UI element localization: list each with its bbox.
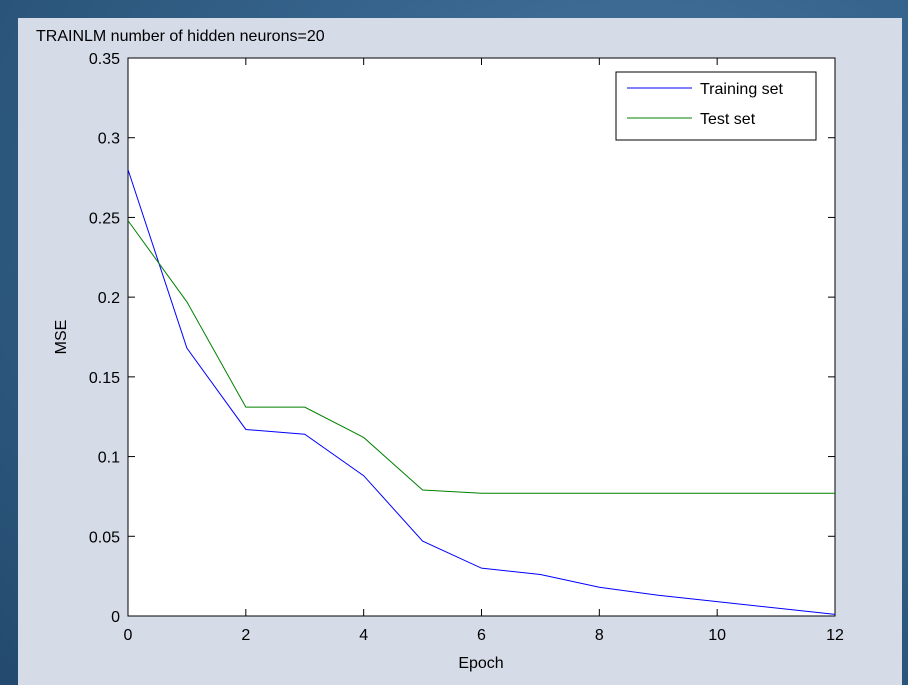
series-line-training-set bbox=[127, 169, 836, 615]
chart-title: TRAINLM number of hidden neurons=20 bbox=[36, 28, 325, 45]
x-tick-label: 6 bbox=[477, 627, 486, 644]
y-tick-label: 0 bbox=[111, 609, 120, 626]
axis-ticks: 0 2 4 6 8 10 12 0 0.05 0.1 0.15 0.2 0.25 0.3 0.35 bbox=[89, 51, 844, 644]
x-tick-label: 4 bbox=[359, 627, 368, 644]
y-tick-label: 0.1 bbox=[98, 450, 120, 467]
x-tick-label: 12 bbox=[826, 627, 844, 644]
y-axis-label: MSE bbox=[53, 320, 70, 355]
legend-label-test-set: Test set bbox=[700, 111, 756, 128]
series-lines bbox=[127, 169, 836, 615]
y-tick-label: 0.3 bbox=[98, 131, 120, 148]
x-tick-label: 2 bbox=[241, 627, 250, 644]
y-tick-label: 0.35 bbox=[89, 51, 120, 68]
y-tick-label: 0.05 bbox=[89, 529, 120, 546]
legend: Training set Test set bbox=[615, 71, 817, 141]
series-line-test-set bbox=[127, 220, 835, 494]
plot-area bbox=[127, 57, 836, 617]
x-tick-label: 10 bbox=[708, 627, 726, 644]
x-tick-label: 0 bbox=[124, 627, 133, 644]
y-tick-label: 0.15 bbox=[89, 370, 120, 387]
legend-box bbox=[615, 71, 817, 141]
legend-label-training-set: Training set bbox=[700, 81, 784, 98]
y-tick-label: 0.2 bbox=[98, 290, 120, 307]
x-tick-label: 8 bbox=[595, 627, 604, 644]
x-axis-label: Epoch bbox=[458, 655, 503, 672]
y-tick-label: 0.25 bbox=[89, 210, 120, 227]
